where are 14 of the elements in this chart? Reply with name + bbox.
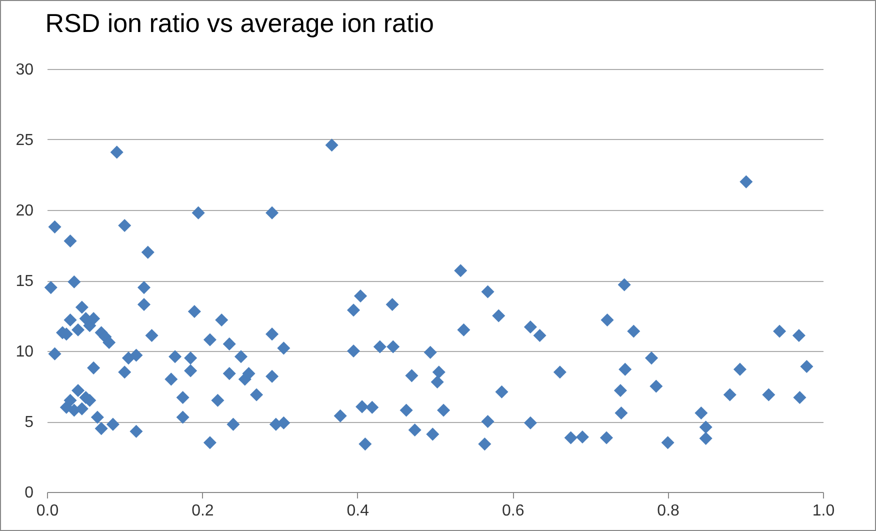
x-tick-label: 0.8 [657, 502, 680, 520]
y-tick-label: 20 [16, 202, 34, 220]
x-tick-label: 1.0 [812, 502, 835, 520]
y-tick-label: 30 [16, 62, 34, 78]
x-tick-label: 0.2 [192, 502, 214, 520]
y-tick-label: 25 [16, 132, 34, 149]
y-tick-label: 5 [24, 414, 34, 431]
y-tick-label: 15 [16, 273, 34, 290]
x-tick-label: 0.0 [36, 502, 59, 520]
x-tick-label: 0.4 [346, 502, 370, 520]
y-tick-label: 0 [24, 484, 34, 502]
y-tick-label: 10 [16, 344, 34, 360]
x-tick-label: 0.6 [502, 502, 524, 520]
chart-title: RSD ion ratio vs average ion ratio [45, 8, 434, 38]
